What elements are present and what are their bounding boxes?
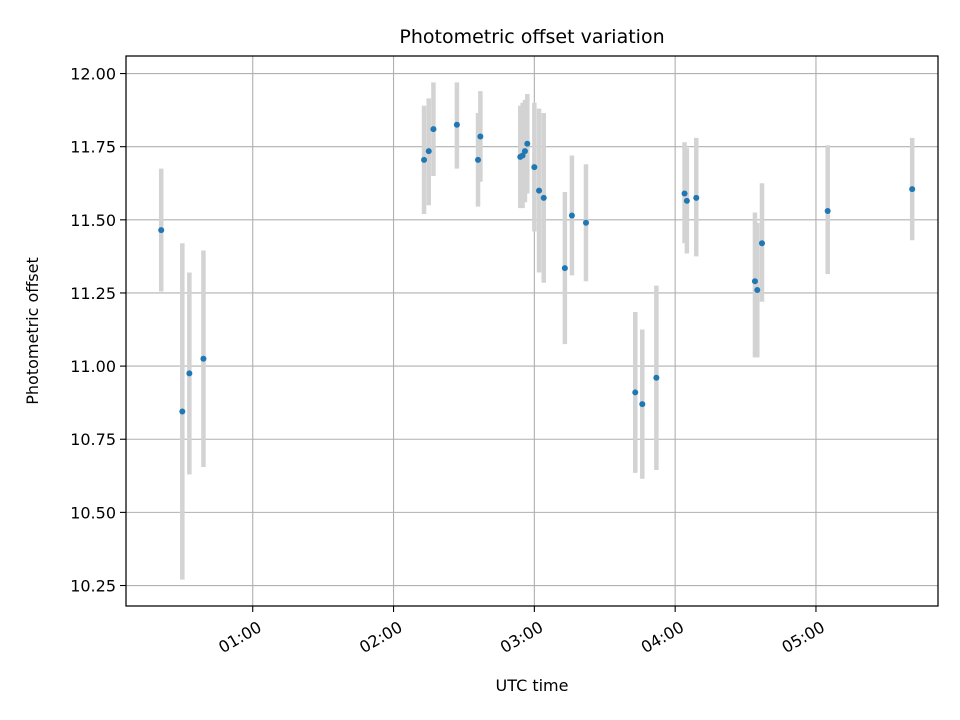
axis-ticks: 01:00 02:00 03:00 04:00 05:0010.2510.5010.75… <box>70 65 828 657</box>
y-axis-title: Photometric offset <box>23 257 42 405</box>
data-point <box>639 401 646 408</box>
data-point <box>653 374 660 381</box>
y-tick-label: 10.75 <box>70 430 116 449</box>
data-point <box>519 152 526 159</box>
data-point <box>477 133 484 140</box>
data-point <box>430 126 437 133</box>
data-point <box>693 194 700 201</box>
data-point <box>425 148 432 155</box>
y-tick-label: 11.50 <box>70 211 116 230</box>
x-axis-title: UTC time <box>496 676 569 695</box>
data-point <box>536 187 543 194</box>
data-point <box>681 190 688 197</box>
data-point <box>561 265 568 272</box>
data-points <box>158 121 916 415</box>
data-point <box>582 219 589 226</box>
data-point <box>453 121 460 128</box>
y-tick-label: 10.25 <box>70 577 116 596</box>
chart-title: Photometric offset variation <box>399 26 664 48</box>
y-tick-label: 11.25 <box>70 284 116 303</box>
data-point <box>683 197 690 204</box>
data-point <box>158 227 165 234</box>
data-point <box>200 355 207 362</box>
data-point <box>632 389 639 396</box>
y-tick-label: 11.00 <box>70 357 116 376</box>
data-point <box>758 240 765 247</box>
data-point <box>540 194 547 201</box>
data-point <box>751 278 758 285</box>
data-point <box>521 148 528 155</box>
data-point <box>179 408 186 415</box>
data-point <box>909 186 916 193</box>
data-point <box>421 156 428 163</box>
data-point <box>568 212 575 219</box>
y-tick-label: 11.75 <box>70 138 116 157</box>
data-point <box>824 208 831 215</box>
plot-frame <box>125 55 939 607</box>
y-tick-label: 12.00 <box>70 65 116 84</box>
data-point <box>186 370 193 377</box>
data-point <box>754 287 761 294</box>
y-tick-label: 10.50 <box>70 503 116 522</box>
data-point <box>475 156 482 163</box>
data-point <box>524 140 531 147</box>
data-point <box>531 164 538 171</box>
